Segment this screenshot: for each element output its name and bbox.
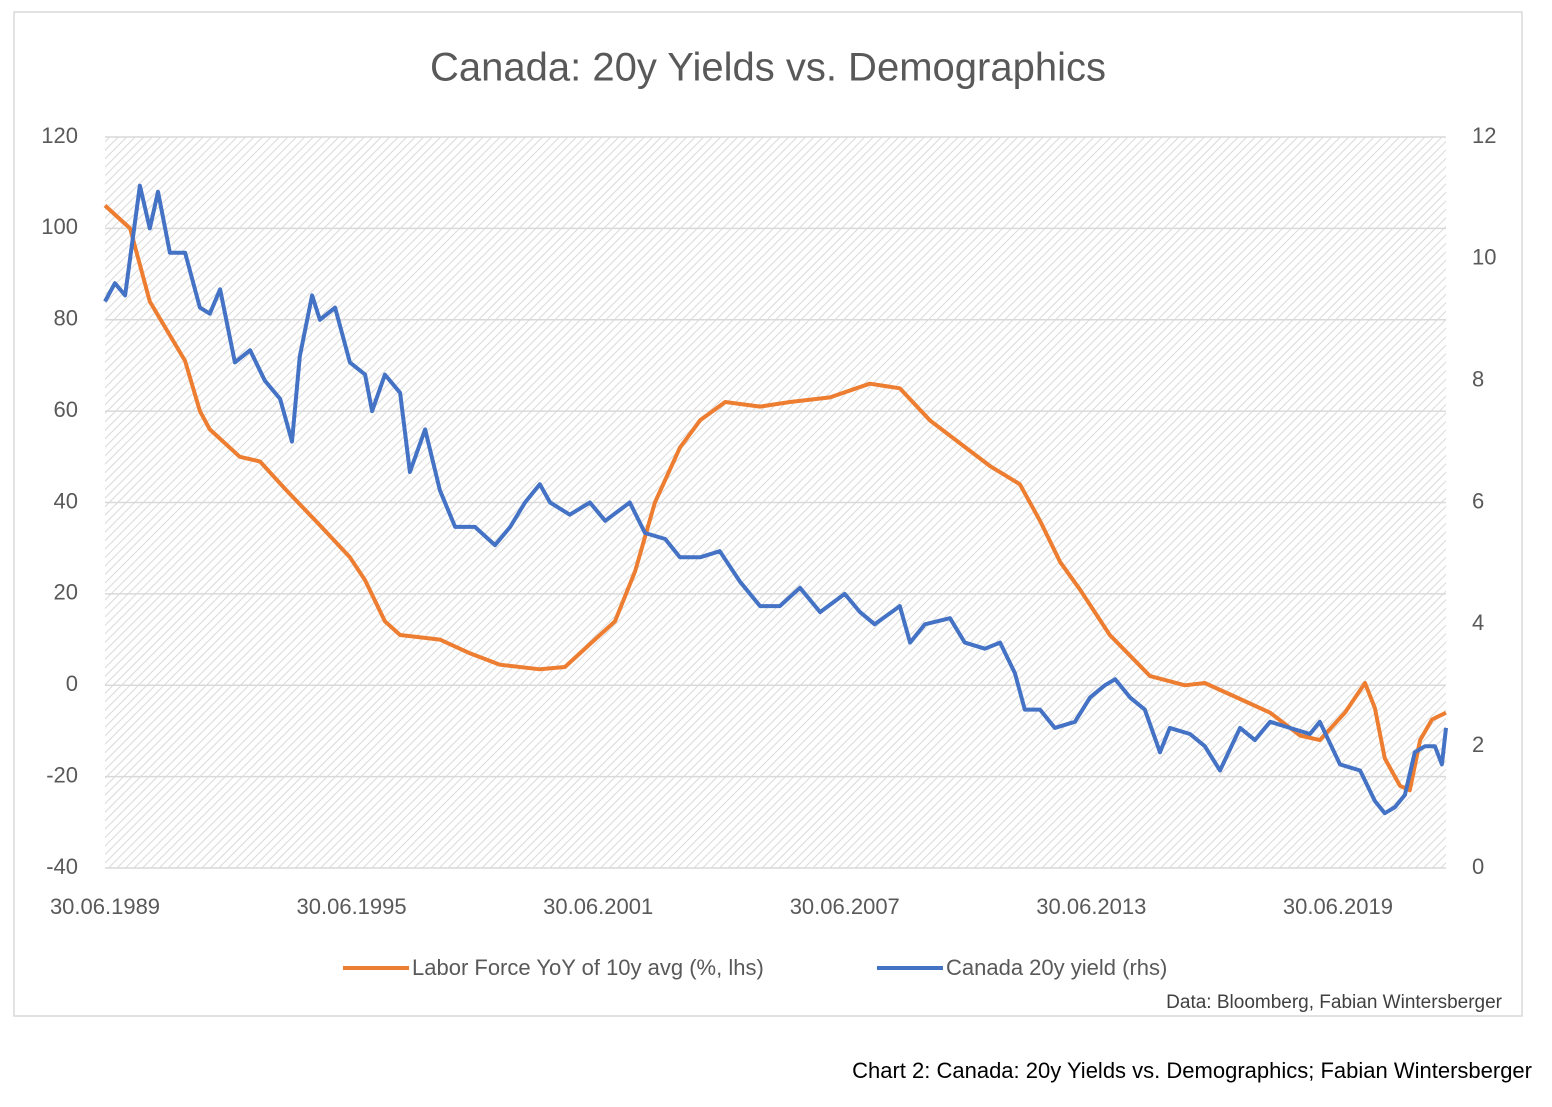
series-line	[103, 183, 1448, 816]
x-tick-label: 30.06.1989	[50, 894, 160, 919]
y-tick-label: 80	[54, 306, 78, 331]
y-tick-label: -20	[46, 762, 78, 787]
y-tick-label: 0	[66, 671, 78, 696]
y2-tick-label: 6	[1472, 488, 1484, 513]
y2-tick-label: 0	[1472, 854, 1484, 879]
y-tick-label: 120	[41, 123, 78, 148]
y2-tick-label: 8	[1472, 366, 1484, 391]
series-line	[103, 204, 1447, 793]
y-tick-label: 60	[54, 397, 78, 422]
y-tick-label: 100	[41, 214, 78, 239]
y2-tick-label: 10	[1472, 245, 1496, 270]
y-tick-label: 20	[54, 580, 78, 605]
y-tick-label: 40	[54, 488, 78, 513]
chart-title: Canada: 20y Yields vs. Demographics	[430, 46, 1106, 90]
y2-tick-label: 2	[1472, 732, 1484, 757]
x-tick-label: 30.06.2007	[790, 894, 900, 919]
y2-tick-label: 12	[1472, 123, 1496, 148]
y-tick-label: -40	[46, 854, 78, 879]
legend-label: Canada 20y yield (rhs)	[946, 955, 1167, 980]
x-tick-label: 30.06.1995	[297, 894, 407, 919]
x-tick-label: 30.06.2013	[1036, 894, 1146, 919]
x-tick-label: 30.06.2019	[1283, 894, 1393, 919]
source: Data: Bloomberg, Fabian Wintersberger	[1166, 992, 1502, 1013]
x-tick-label: 30.06.2001	[543, 894, 653, 919]
y2-tick-label: 4	[1472, 610, 1484, 635]
legend-label: Labor Force YoY of 10y avg (%, lhs)	[412, 955, 764, 980]
caption: Chart 2: Canada: 20y Yields vs. Demograp…	[852, 1058, 1532, 1083]
